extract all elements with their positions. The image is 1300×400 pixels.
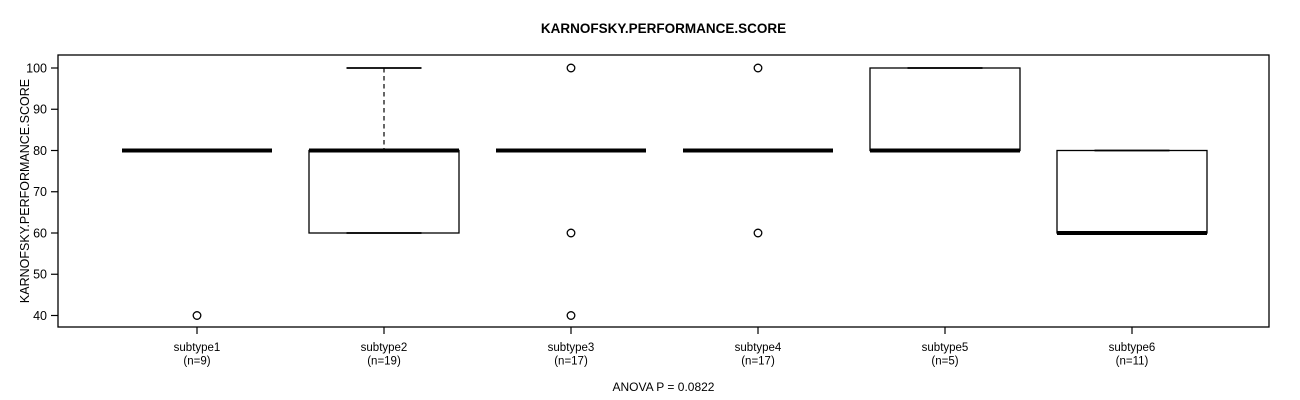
x-category-sublabel: (n=9) [183, 356, 210, 368]
x-category-label: subtype3 [548, 342, 595, 354]
plot-frame [57, 54, 1270, 328]
plot-area: 40 50 60 70 80 90 100 subtype1 (n=9) subtype2 (n=1… [26, 54, 1270, 368]
outlier-point [566, 63, 576, 73]
y-tick-label: 80 [33, 144, 47, 158]
outlier-point [192, 311, 202, 320]
x-category-label: subtype5 [922, 342, 969, 354]
y-tick-label: 40 [33, 309, 47, 323]
x-category-sublabel: (n=5) [931, 356, 958, 368]
x-category-sublabel: (n=11) [1116, 356, 1149, 368]
x-category-sublabel: (n=17) [741, 356, 775, 368]
outlier-point [566, 228, 576, 238]
y-axis-label: KARNOFSKY.PERFORMANCE.SCORE [18, 79, 32, 303]
x-category-sublabel: (n=19) [367, 356, 401, 368]
outlier-point [566, 311, 576, 320]
x-category-label: subtype2 [361, 342, 408, 354]
x-category-sublabel: (n=17) [554, 356, 588, 368]
anova-annotation: ANOVA P = 0.0822 [613, 380, 715, 394]
y-tick-label: 100 [26, 61, 47, 75]
outlier-point [753, 63, 763, 73]
y-tick-label: 60 [33, 226, 47, 240]
outlier-point [753, 228, 763, 238]
iqr-box [1056, 149, 1208, 234]
iqr-box [308, 149, 460, 234]
chart-title: KARNOFSKY.PERFORMANCE.SCORE [541, 21, 786, 36]
x-category-label: subtype6 [1109, 342, 1156, 354]
y-tick-label: 50 [33, 268, 47, 282]
y-tick-label: 70 [33, 185, 47, 199]
iqr-box [869, 67, 1021, 152]
y-tick-label: 90 [33, 103, 47, 117]
x-category-label: subtype1 [174, 342, 221, 354]
x-category-label: subtype4 [735, 342, 782, 354]
